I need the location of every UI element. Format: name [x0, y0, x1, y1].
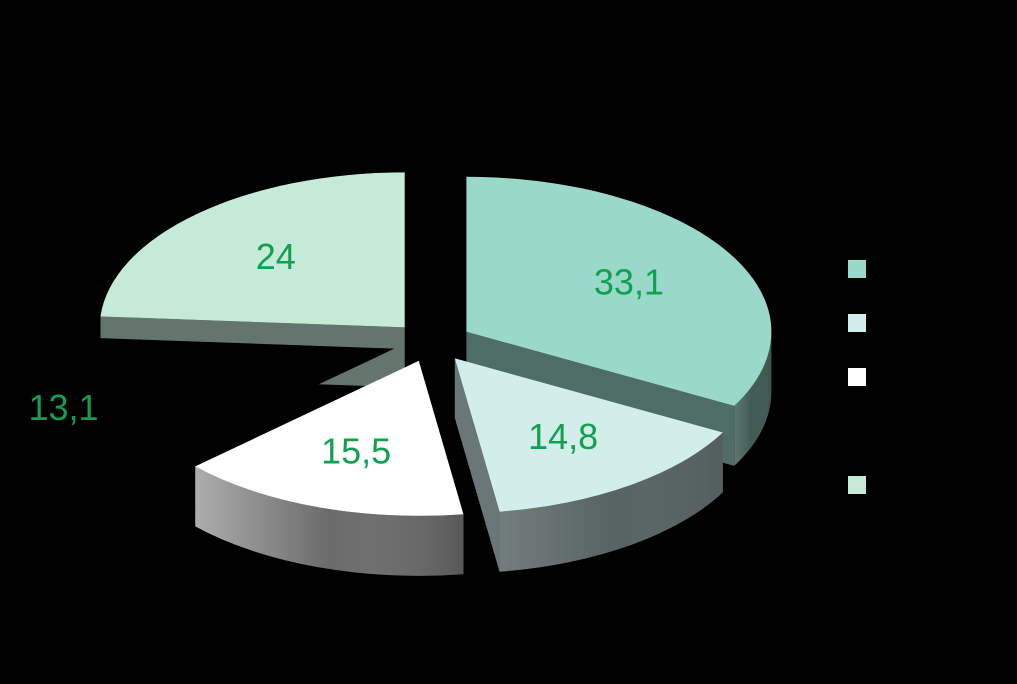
- pie-slice-1: [454, 358, 723, 512]
- pie-slice-wall: [454, 358, 500, 572]
- legend-swatch-1: [848, 314, 866, 332]
- legend-swatch-2: [848, 368, 866, 386]
- pie-slice-rim-shade: [734, 331, 772, 466]
- legend-swatch-3: [848, 422, 866, 440]
- legend: [848, 260, 866, 494]
- pie-slice-4: [100, 172, 405, 328]
- pie-data-label-1: 14,8: [528, 416, 598, 457]
- pie-data-label-4: 24: [256, 236, 296, 277]
- pie-slice-0: [466, 176, 772, 406]
- pie-slice-rim-shade: [195, 466, 464, 576]
- pie-slice-3: [89, 337, 395, 455]
- pie-data-label-2: 15,5: [321, 431, 391, 472]
- pie-data-label-3: 13,1: [28, 387, 98, 428]
- legend-swatch-4: [848, 476, 866, 494]
- pie-slice-rim-shade: [499, 432, 723, 572]
- legend-swatch-0: [848, 260, 866, 278]
- pie-slice-2: [195, 360, 464, 516]
- pie-data-label-0: 33,1: [594, 262, 664, 303]
